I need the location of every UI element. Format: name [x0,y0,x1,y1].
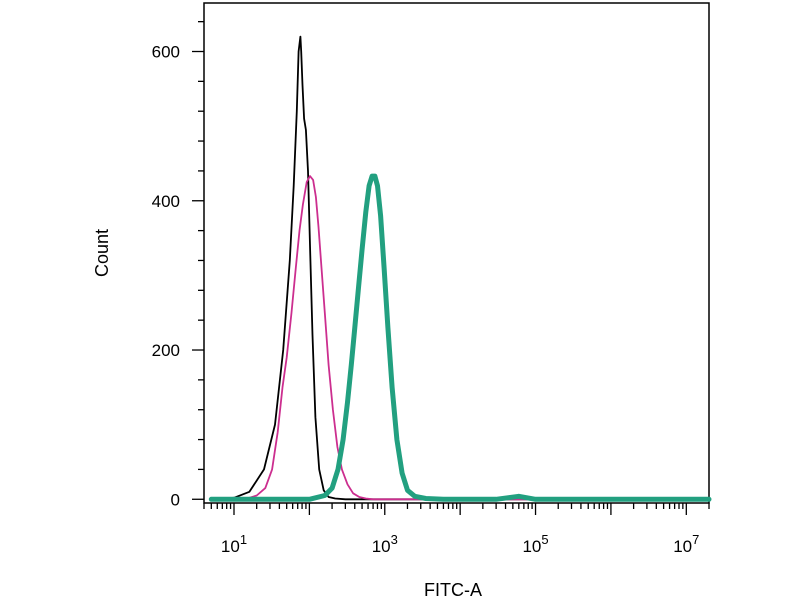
y-tick-label: 0 [171,490,180,509]
y-axis: 0 200 400 600 [152,21,204,509]
series-line-1 [210,35,710,501]
series-line-3 [208,173,712,502]
y-tick-label: 600 [152,43,180,62]
y-axis-title: Count [92,229,112,277]
x-tick-label: 101 [221,532,247,556]
y-tick-label: 200 [152,341,180,360]
x-tick-label: 105 [522,532,548,556]
y-tick-label: 400 [152,192,180,211]
series-layer [208,35,712,502]
x-axis-title: FITC-A [424,580,482,600]
x-tick-label: 107 [673,532,699,556]
x-tick-label: 103 [372,532,398,556]
plot-frame [203,2,710,504]
series-line-2 [210,175,710,501]
x-axis: 101 103 105 107 [203,503,710,556]
